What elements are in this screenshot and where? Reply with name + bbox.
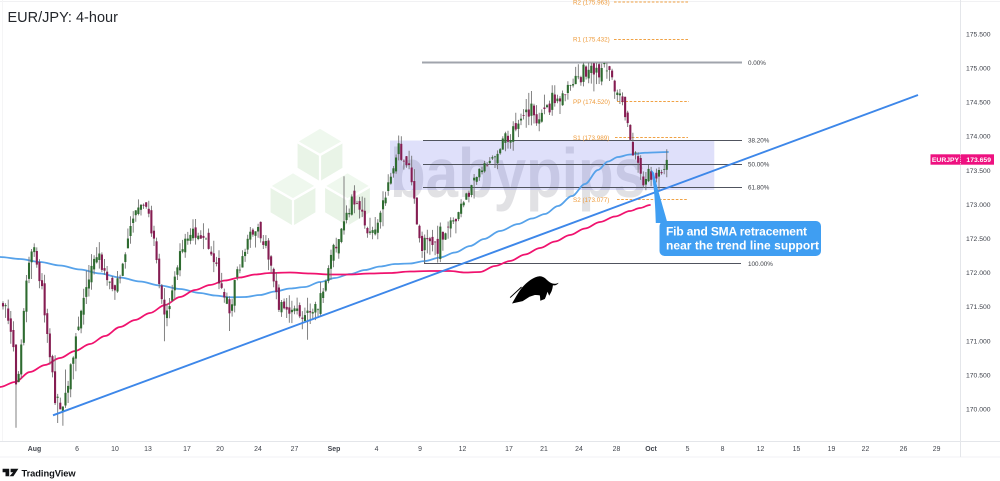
svg-text:173.500: 173.500 — [966, 168, 991, 175]
svg-text:13: 13 — [144, 446, 152, 453]
svg-text:173.659: 173.659 — [966, 157, 991, 164]
svg-text:S2 (173.077): S2 (173.077) — [573, 197, 609, 204]
svg-text:TradingView: TradingView — [22, 468, 77, 478]
svg-text:50.00%: 50.00% — [748, 161, 770, 168]
svg-text:EURJPY: EURJPY — [932, 157, 960, 164]
svg-text:EUR/JPY: 4-hour: EUR/JPY: 4-hour — [8, 10, 119, 26]
svg-text:0.00%: 0.00% — [748, 60, 766, 67]
svg-text:Fib and SMA retracement: Fib and SMA retracement — [666, 225, 807, 239]
svg-text:21: 21 — [540, 446, 548, 453]
svg-text:38.20%: 38.20% — [748, 137, 770, 144]
svg-text:172.000: 172.000 — [966, 270, 991, 277]
svg-text:12: 12 — [459, 446, 467, 453]
svg-text:170.500: 170.500 — [966, 373, 991, 380]
svg-text:22: 22 — [862, 446, 870, 453]
svg-text:12: 12 — [757, 446, 765, 453]
svg-text:20: 20 — [216, 446, 224, 453]
svg-text:6: 6 — [75, 446, 79, 453]
svg-text:Aug: Aug — [28, 446, 41, 453]
svg-text:17: 17 — [505, 446, 513, 453]
svg-text:10: 10 — [111, 446, 119, 453]
svg-text:29: 29 — [933, 446, 941, 453]
svg-text:15: 15 — [793, 446, 801, 453]
svg-text:PP (174.520): PP (174.520) — [573, 99, 610, 106]
svg-text:174.000: 174.000 — [966, 134, 991, 141]
svg-text:171.500: 171.500 — [966, 304, 991, 311]
svg-text:174.500: 174.500 — [966, 100, 991, 107]
svg-text:4: 4 — [375, 446, 379, 453]
svg-text:175.000: 175.000 — [966, 66, 991, 73]
svg-text:near the trend line support: near the trend line support — [666, 239, 819, 253]
svg-text:9: 9 — [418, 446, 422, 453]
svg-text:24: 24 — [254, 446, 262, 453]
svg-text:172.500: 172.500 — [966, 236, 991, 243]
svg-text:28: 28 — [613, 446, 621, 453]
svg-text:Sep: Sep — [328, 446, 341, 453]
svg-text:173.000: 173.000 — [966, 202, 991, 209]
svg-text:171.000: 171.000 — [966, 338, 991, 345]
svg-text:8: 8 — [721, 446, 725, 453]
svg-text:26: 26 — [900, 446, 908, 453]
svg-text:24: 24 — [575, 446, 583, 453]
svg-text:100.00%: 100.00% — [748, 261, 773, 268]
svg-text:19: 19 — [828, 446, 836, 453]
svg-text:27: 27 — [291, 446, 299, 453]
svg-text:Oct: Oct — [645, 446, 657, 453]
svg-text:babypips: babypips — [390, 134, 646, 212]
svg-text:61.80%: 61.80% — [748, 185, 770, 192]
svg-text:170.000: 170.000 — [966, 407, 991, 414]
svg-text:R1 (175.432): R1 (175.432) — [573, 37, 610, 44]
svg-text:175.500: 175.500 — [966, 31, 991, 38]
svg-text:17: 17 — [183, 446, 191, 453]
svg-text:R2 (175.963): R2 (175.963) — [573, 0, 610, 7]
svg-text:S1 (173.989): S1 (173.989) — [573, 135, 609, 142]
svg-text:5: 5 — [686, 446, 690, 453]
